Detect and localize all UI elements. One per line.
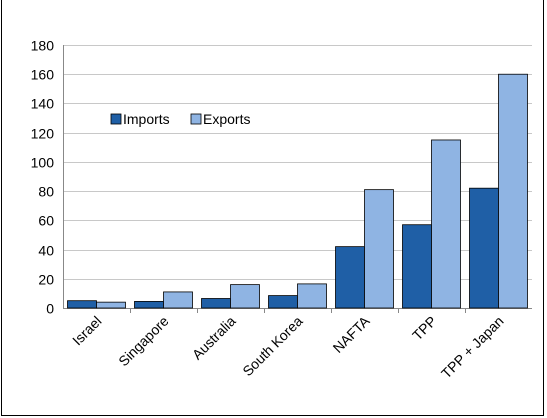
bar-imports (402, 224, 432, 309)
y-tick-label: 140 (31, 96, 55, 112)
x-tick-label: South Korea (239, 313, 306, 380)
bar-imports (469, 187, 499, 309)
x-tick-label: Australia (189, 313, 239, 363)
x-tick-labels: Israel Singapore Australia South Korea NAFTA… (69, 312, 507, 381)
y-tick-label: 60 (38, 213, 54, 229)
bar-imports (268, 295, 298, 309)
bar-imports (67, 300, 97, 309)
y-tick-label: 120 (31, 126, 55, 142)
y-tick-label: 40 (38, 243, 54, 259)
axes (63, 45, 532, 313)
bar-exports (163, 291, 193, 309)
y-tick-label: 0 (46, 301, 54, 317)
bar-exports (498, 73, 528, 309)
x-tick-label: Singapore (115, 313, 172, 370)
y-tick-label: 160 (31, 67, 55, 83)
x-tick-label: Israel (69, 313, 105, 349)
legend: Imports Exports (110, 111, 250, 127)
x-tick-label: TPP (409, 313, 440, 344)
legend-label-imports: Imports (123, 111, 170, 127)
bar-exports (96, 301, 126, 309)
y-tick-label: 80 (38, 184, 54, 200)
x-tick-label: TPP + Japan (438, 313, 507, 382)
y-tick-label: 180 (31, 38, 55, 54)
bar-imports (134, 301, 164, 309)
gridlines (63, 45, 532, 280)
y-tick-label: 20 (38, 272, 54, 288)
legend-label-exports: Exports (203, 111, 250, 127)
bar-imports (201, 298, 231, 309)
bars (67, 73, 528, 309)
bar-exports (364, 189, 394, 309)
legend-swatch-exports (190, 113, 202, 125)
x-tick-label: NAFTA (330, 312, 373, 355)
y-tick-label: 100 (31, 155, 55, 171)
bar-exports (297, 283, 327, 309)
bar-exports (431, 139, 461, 309)
y-tick-labels: 0 20 40 60 80 100 120 140 160 180 (31, 38, 55, 317)
bar-exports (230, 284, 260, 309)
legend-swatch-imports (110, 113, 122, 125)
bar-imports (335, 246, 365, 309)
